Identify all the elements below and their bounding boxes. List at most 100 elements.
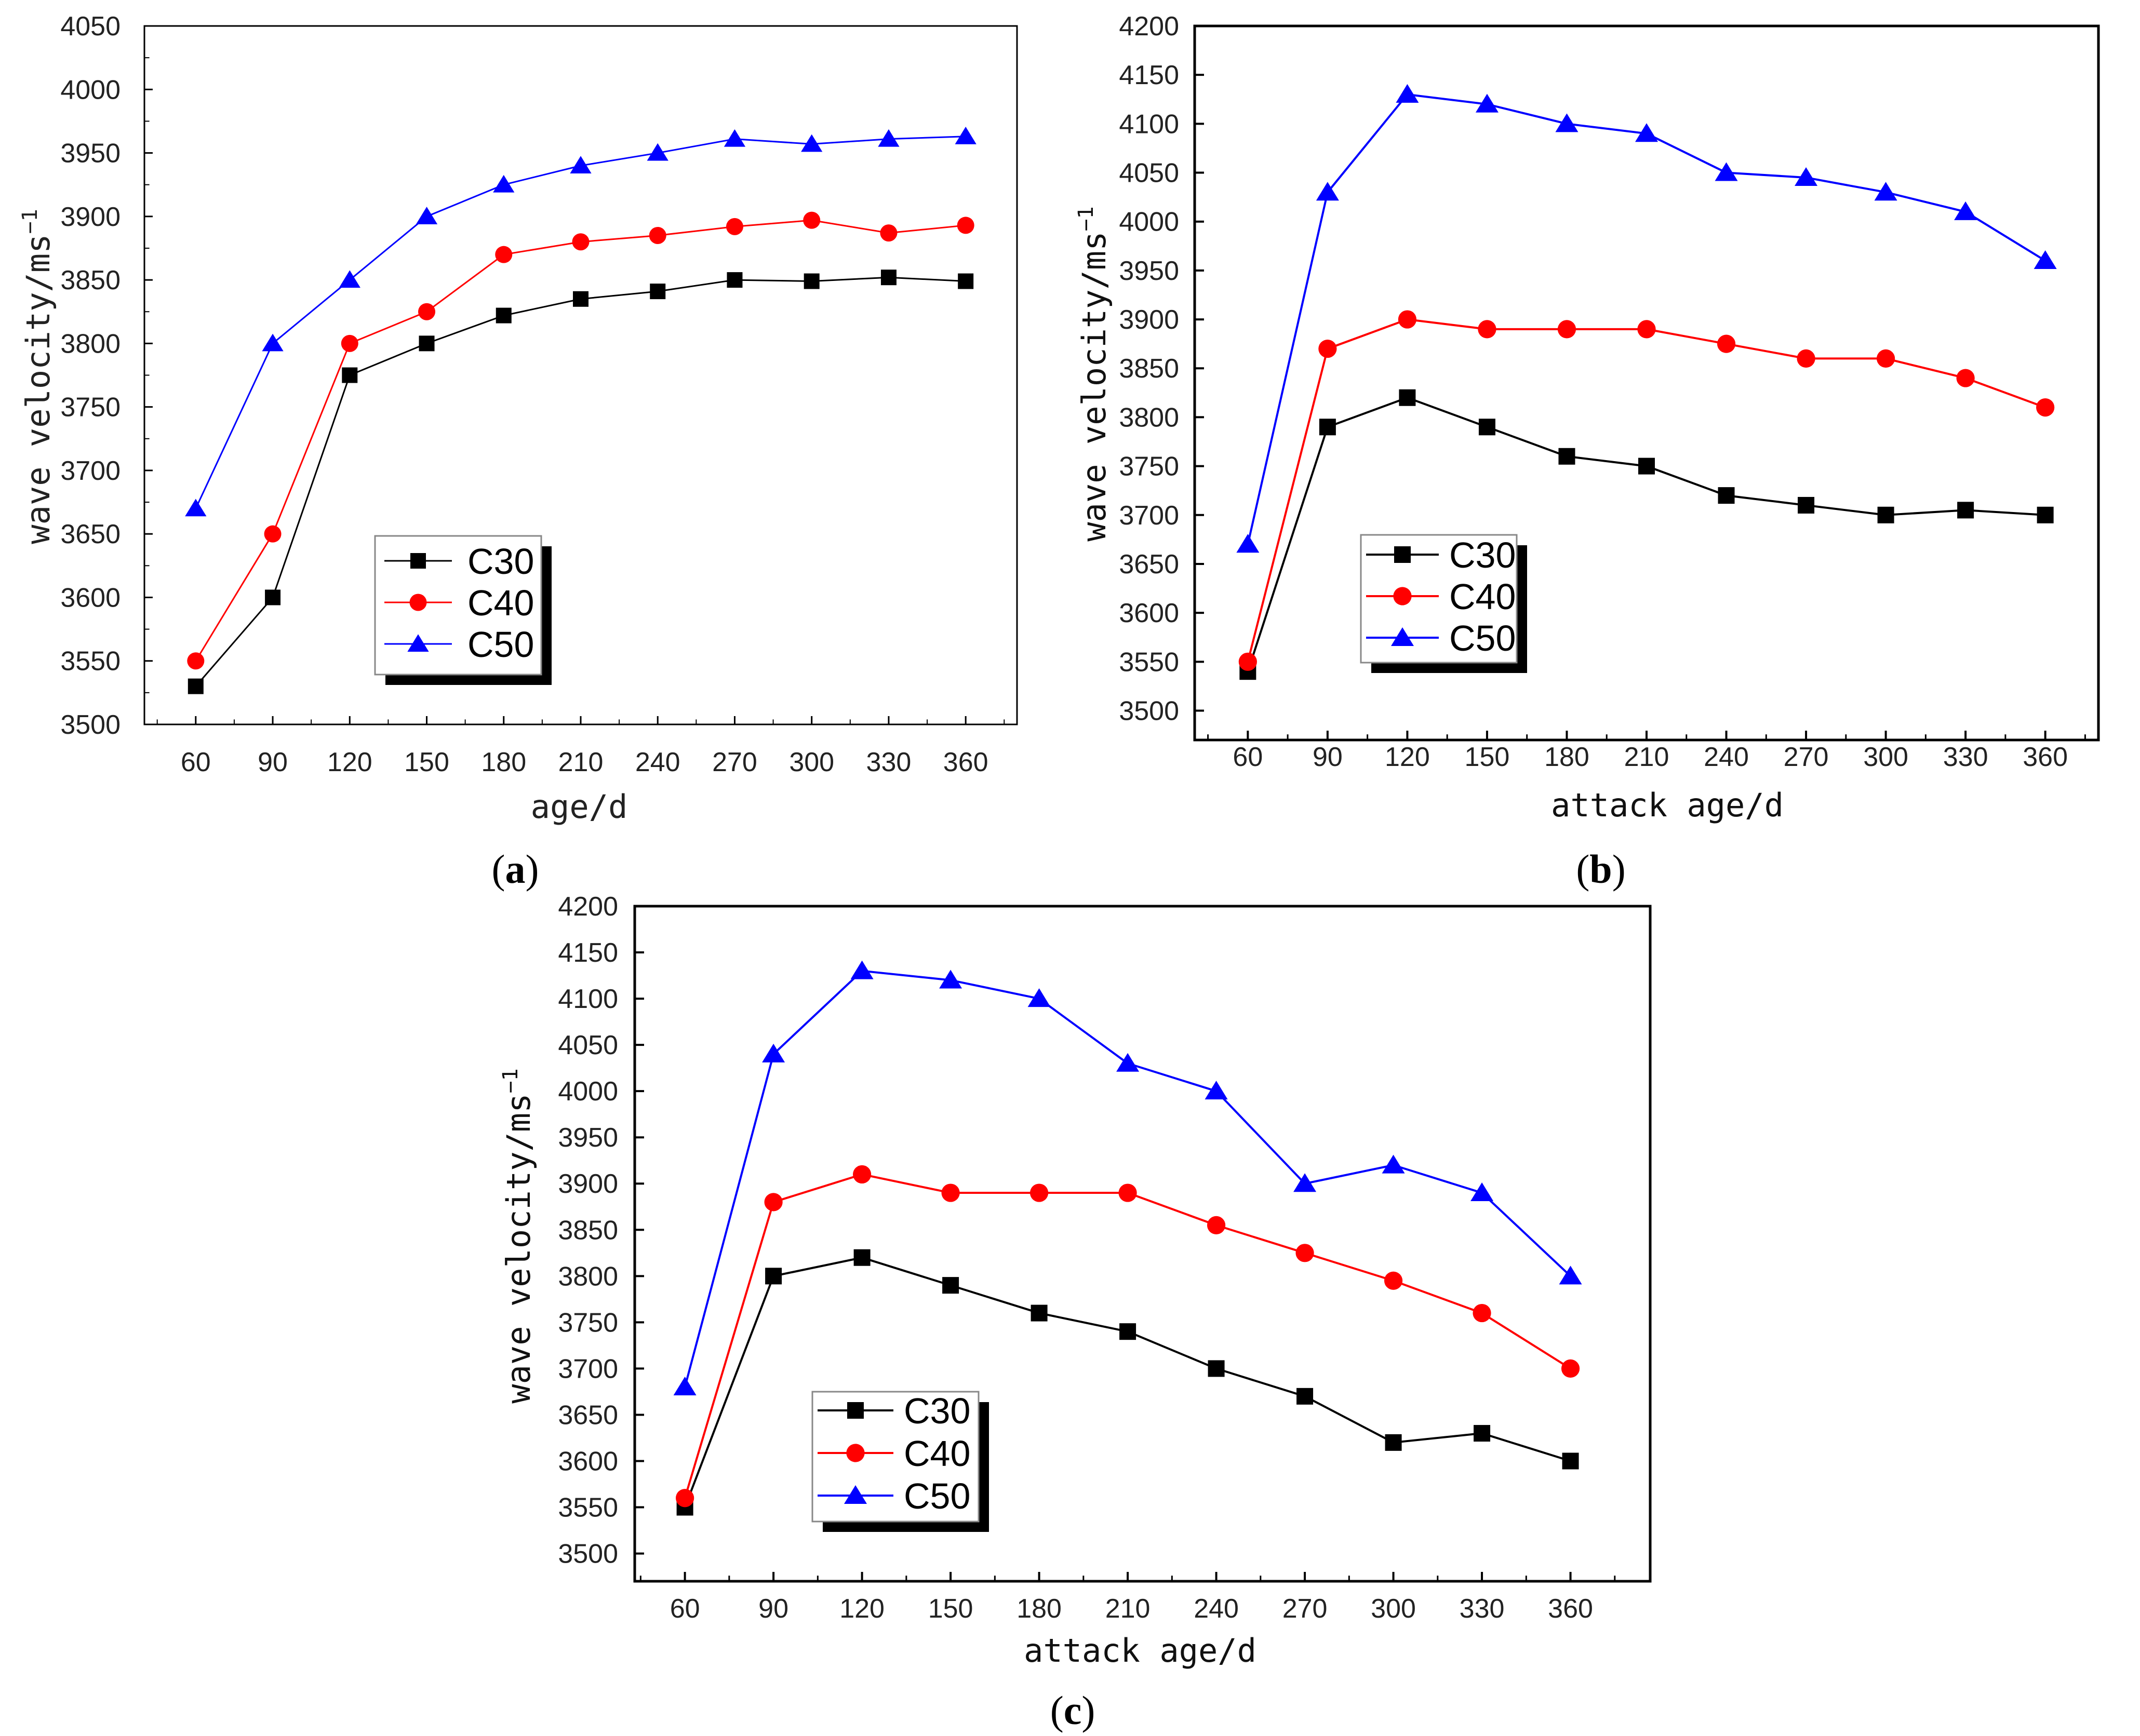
x-tick-label: 90 <box>758 1594 788 1624</box>
data-point-C40 <box>726 218 743 235</box>
y-tick-labels-a: 3500 3550 3600 3650 3700 3750 3800 3850 3900 3950… <box>60 11 153 740</box>
y-tick-label: 4150 <box>558 938 618 968</box>
data-point-C30 <box>1877 506 1894 523</box>
x-tick-label: 120 <box>327 747 372 777</box>
x-tick-label: 180 <box>1016 1594 1062 1624</box>
y-tick-label: 3500 <box>1119 696 1179 726</box>
data-point-C30 <box>342 367 358 383</box>
y-tick-label: 3950 <box>1119 256 1179 286</box>
panel-label-b: (b) <box>1576 846 1625 892</box>
legend-marker-C40 <box>846 1444 865 1462</box>
x-tick-label: 240 <box>1194 1594 1239 1624</box>
data-point-C50 <box>570 156 592 173</box>
x-tick-label: 270 <box>712 747 757 777</box>
panel-label-c: (c) <box>1050 1688 1095 1733</box>
data-point-C30 <box>958 273 974 289</box>
y-tick-label: 3600 <box>60 583 121 613</box>
data-point-C50 <box>1874 182 1897 201</box>
series-line-C50 <box>1247 93 2046 545</box>
data-point-C40 <box>1557 320 1576 339</box>
y-tick-label: 3800 <box>60 329 121 359</box>
data-point-C50 <box>955 127 977 144</box>
data-point-C30 <box>1119 1323 1136 1340</box>
data-point-C40 <box>1478 320 1496 339</box>
data-point-C40 <box>764 1193 783 1212</box>
x-tick-label: 360 <box>1548 1594 1593 1624</box>
data-point-C50 <box>1236 534 1260 553</box>
y-tick-label: 4150 <box>1119 60 1179 90</box>
data-point-C30 <box>1399 389 1416 406</box>
data-point-C40 <box>1797 349 1815 368</box>
y-tick-labels-b: 3500 3550 3600 3650 3700 3750 3800 3850 3900 3950… <box>1119 11 1204 726</box>
x-tick-label: 60 <box>181 747 211 777</box>
y-axis-label-b: wave velocity/ms−1 <box>1074 206 1113 541</box>
y-tick-labels-c: 3500 3550 3600 3650 3700 3750 3800 3850 3900 3950… <box>558 892 644 1569</box>
data-point-C40 <box>1876 349 1895 368</box>
data-point-C40 <box>676 1489 694 1508</box>
y-tick-label: 3750 <box>558 1308 618 1338</box>
x-tick-labels-a: 60 90 120 150 180 210 240 270 300 330 360 <box>156 716 1005 777</box>
data-point-C40 <box>1207 1216 1226 1234</box>
legend-marker-C30 <box>1394 546 1411 563</box>
series-line-C30 <box>195 276 966 687</box>
data-point-C50 <box>1795 167 1818 186</box>
data-point-C50 <box>1116 1053 1140 1072</box>
data-point-C50 <box>724 129 746 147</box>
data-point-C50 <box>1635 123 1658 142</box>
y-tick-label: 3550 <box>60 647 121 677</box>
data-point-C30 <box>265 589 281 605</box>
x-tick-label: 150 <box>404 747 449 777</box>
data-point-C40 <box>1473 1303 1491 1323</box>
y-tick-label: 3900 <box>1119 305 1179 335</box>
data-point-C40 <box>853 1165 872 1184</box>
x-tick-label: 210 <box>1624 742 1669 772</box>
data-point-C50 <box>339 270 360 288</box>
data-point-C50 <box>1382 1154 1405 1174</box>
legend-label-C30: C30 <box>467 541 534 582</box>
x-tick-label: 60 <box>1233 742 1263 772</box>
legend-label-C40: C40 <box>467 583 534 623</box>
data-point-C40 <box>1717 334 1736 353</box>
data-point-C30 <box>496 307 512 324</box>
x-tick-label: 180 <box>1544 742 1589 772</box>
x-tick-label: 270 <box>1282 1594 1328 1624</box>
data-point-C30 <box>1562 1452 1579 1470</box>
y-tick-label: 4050 <box>60 11 121 42</box>
legend-label-C30: C30 <box>1449 535 1516 575</box>
y-tick-label: 3950 <box>60 139 121 169</box>
data-point-C50 <box>1954 201 1977 220</box>
data-point-C50 <box>878 129 900 147</box>
data-point-C50 <box>493 174 515 193</box>
panel-label-a: (a) <box>492 846 539 892</box>
legend-marker-C30 <box>410 553 426 569</box>
y-tick-label: 3650 <box>1119 549 1179 580</box>
x-tick-label: 120 <box>839 1594 885 1624</box>
y-tick-label: 3550 <box>1119 647 1179 677</box>
legend-marker-C50 <box>407 634 429 652</box>
data-point-C50 <box>647 143 668 161</box>
x-tick-label: 60 <box>670 1594 700 1624</box>
data-point-C30 <box>650 284 666 300</box>
data-point-C30 <box>188 678 204 694</box>
y-axis-label-a: wave velocity/ms−1 <box>18 209 57 544</box>
y-tick-label: 3850 <box>1119 354 1179 384</box>
data-point-C50 <box>1027 988 1051 1007</box>
data-point-C50 <box>1555 113 1579 132</box>
y-tick-label: 4000 <box>1119 207 1179 237</box>
data-point-C40 <box>341 334 358 352</box>
x-tick-label: 360 <box>2023 742 2068 772</box>
series-line-C40 <box>195 219 966 662</box>
y-tick-label: 4200 <box>1119 11 1179 42</box>
data-point-C30 <box>1718 487 1735 504</box>
x-tick-label: 300 <box>1371 1594 1416 1624</box>
chart-panel-b: 3500 3550 3600 3650 3700 3750 3800 3850 3900 3950… <box>1074 11 2100 892</box>
y-tick-label: 3500 <box>558 1539 618 1569</box>
series-layer-c <box>673 960 1582 1516</box>
x-tick-label: 330 <box>866 747 912 777</box>
legend-label-C50: C50 <box>1449 618 1516 658</box>
data-point-C40 <box>1637 320 1656 339</box>
legend-label-C50: C50 <box>904 1476 970 1516</box>
